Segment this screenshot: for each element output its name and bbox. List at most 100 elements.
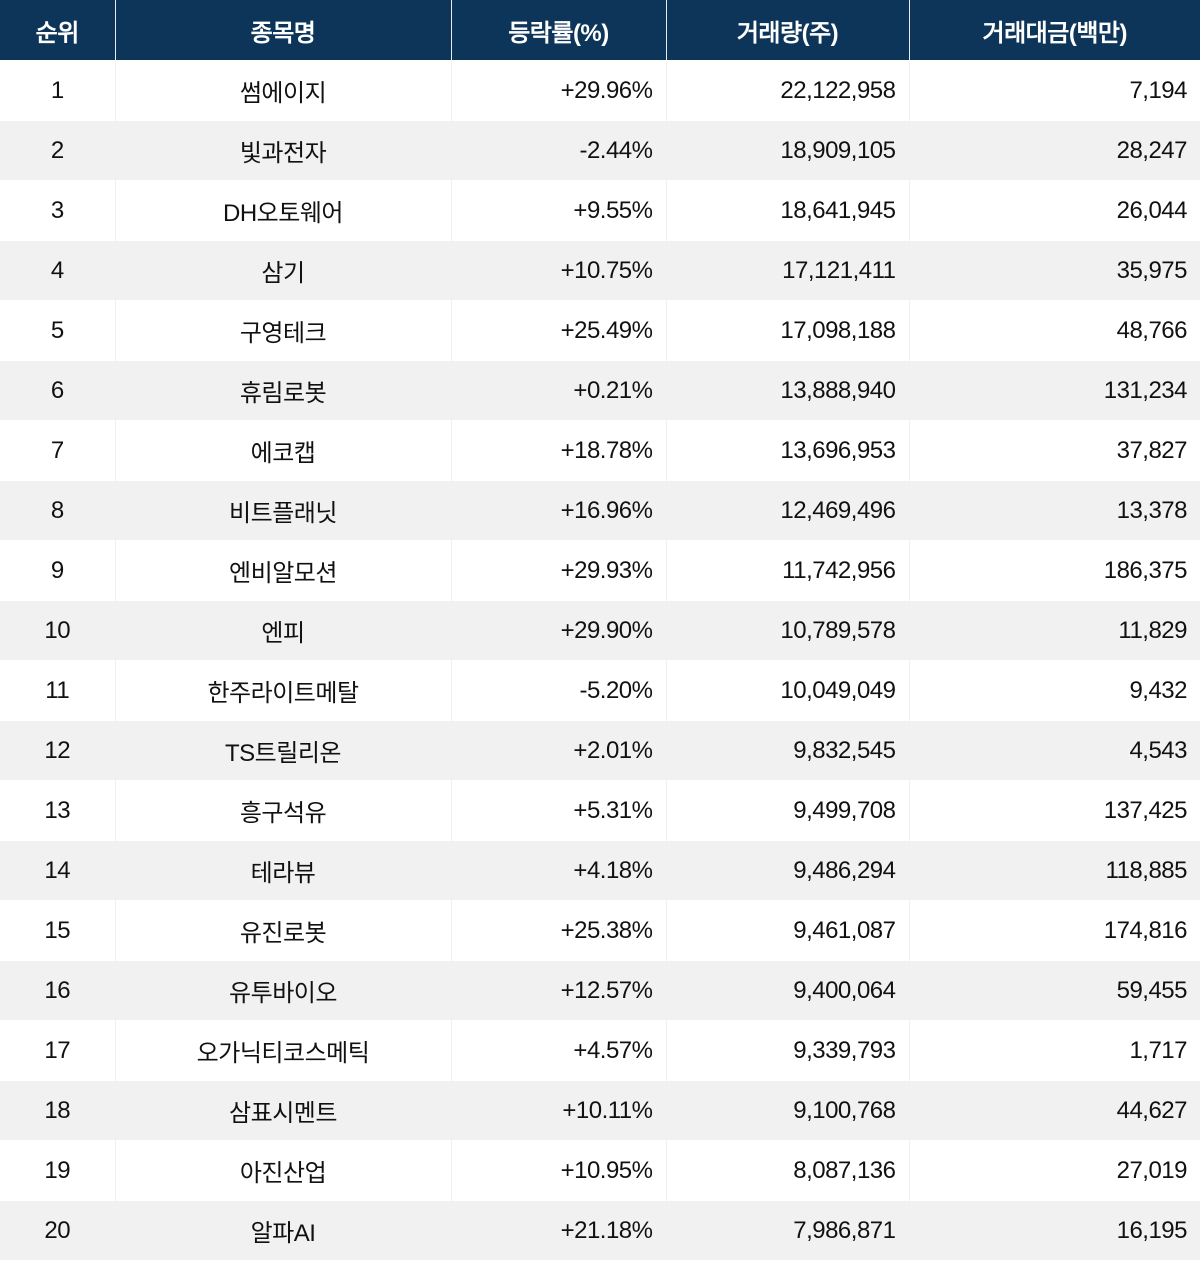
change-rate-cell: +16.96% <box>450 480 666 541</box>
rank-cell: 12 <box>0 720 115 781</box>
change-rate-cell: +5.31% <box>450 780 666 841</box>
header-change: 등락률(%) <box>450 0 666 61</box>
table-row: 10 엔피 +29.90% 10,789,578 11,829 <box>0 600 1200 661</box>
trade-amount-cell: 118,885 <box>908 840 1200 901</box>
stock-name-cell: 한주라이트메탈 <box>114 660 451 721</box>
change-rate-cell: +4.18% <box>450 840 666 901</box>
table-row: 1 썸에이지 +29.96% 22,122,958 7,194 <box>0 60 1200 121</box>
volume-cell: 7,986,871 <box>665 1200 909 1260</box>
rank-cell: 3 <box>0 180 115 241</box>
stock-name-cell: DH오토웨어 <box>114 180 451 241</box>
change-rate-cell: +21.18% <box>450 1200 666 1260</box>
stock-name-cell: 삼표시멘트 <box>114 1080 451 1141</box>
volume-cell: 17,121,411 <box>665 240 909 301</box>
stock-name-cell: 엔피 <box>114 600 451 661</box>
rank-cell: 7 <box>0 420 115 481</box>
volume-cell: 11,742,956 <box>665 540 909 601</box>
trade-amount-cell: 37,827 <box>908 420 1200 481</box>
stock-name-cell: 비트플래닛 <box>114 480 451 541</box>
volume-cell: 13,888,940 <box>665 360 909 421</box>
stock-name-cell: 엔비알모션 <box>114 540 451 601</box>
trade-amount-cell: 11,829 <box>908 600 1200 661</box>
rank-cell: 13 <box>0 780 115 841</box>
change-rate-cell: +12.57% <box>450 960 666 1021</box>
rank-cell: 8 <box>0 480 115 541</box>
stock-name-cell: TS트릴리온 <box>114 720 451 781</box>
trade-amount-cell: 28,247 <box>908 120 1200 181</box>
table-row: 14 테라뷰 +4.18% 9,486,294 118,885 <box>0 840 1200 901</box>
rank-cell: 4 <box>0 240 115 301</box>
rank-cell: 18 <box>0 1080 115 1141</box>
volume-cell: 10,049,049 <box>665 660 909 721</box>
trade-amount-cell: 27,019 <box>908 1140 1200 1201</box>
trade-amount-cell: 16,195 <box>908 1200 1200 1260</box>
stock-name-cell: 오가닉티코스메틱 <box>114 1020 451 1081</box>
table-body: 1 썸에이지 +29.96% 22,122,958 7,194 2 빛과전자 -2.44% 18… <box>0 60 1200 1260</box>
trade-amount-cell: 174,816 <box>908 900 1200 961</box>
table-row: 8 비트플래닛 +16.96% 12,469,496 13,378 <box>0 480 1200 541</box>
rank-cell: 11 <box>0 660 115 721</box>
rank-cell: 20 <box>0 1200 115 1260</box>
trade-amount-cell: 9,432 <box>908 660 1200 721</box>
table-row: 12 TS트릴리온 +2.01% 9,832,545 4,543 <box>0 720 1200 781</box>
change-rate-cell: +2.01% <box>450 720 666 781</box>
table-row: 6 휴림로봇 +0.21% 13,888,940 131,234 <box>0 360 1200 421</box>
volume-cell: 13,696,953 <box>665 420 909 481</box>
change-rate-cell: +10.11% <box>450 1080 666 1141</box>
trade-amount-cell: 137,425 <box>908 780 1200 841</box>
rank-cell: 15 <box>0 900 115 961</box>
trade-amount-cell: 26,044 <box>908 180 1200 241</box>
volume-cell: 9,486,294 <box>665 840 909 901</box>
rank-cell: 1 <box>0 60 115 121</box>
stock-name-cell: 아진산업 <box>114 1140 451 1201</box>
stock-name-cell: 구영테크 <box>114 300 451 361</box>
table-row: 7 에코캡 +18.78% 13,696,953 37,827 <box>0 420 1200 481</box>
header-row: 순위 종목명 등락률(%) 거래량(주) 거래대금(백만) <box>0 0 1200 61</box>
rank-cell: 9 <box>0 540 115 601</box>
change-rate-cell: +0.21% <box>450 360 666 421</box>
change-rate-cell: +10.75% <box>450 240 666 301</box>
change-rate-cell: +18.78% <box>450 420 666 481</box>
rank-cell: 14 <box>0 840 115 901</box>
rank-cell: 19 <box>0 1140 115 1201</box>
stock-name-cell: 흥구석유 <box>114 780 451 841</box>
rank-cell: 6 <box>0 360 115 421</box>
trade-amount-cell: 59,455 <box>908 960 1200 1021</box>
rank-cell: 17 <box>0 1020 115 1081</box>
stock-name-cell: 테라뷰 <box>114 840 451 901</box>
change-rate-cell: +25.38% <box>450 900 666 961</box>
change-rate-cell: +25.49% <box>450 300 666 361</box>
volume-cell: 8,087,136 <box>665 1140 909 1201</box>
table-row: 11 한주라이트메탈 -5.20% 10,049,049 9,432 <box>0 660 1200 721</box>
volume-cell: 18,641,945 <box>665 180 909 241</box>
header-amount: 거래대금(백만) <box>908 0 1200 61</box>
trade-amount-cell: 7,194 <box>908 60 1200 121</box>
trade-amount-cell: 4,543 <box>908 720 1200 781</box>
stock-name-cell: 썸에이지 <box>114 60 451 121</box>
volume-cell: 22,122,958 <box>665 60 909 121</box>
table-row: 3 DH오토웨어 +9.55% 18,641,945 26,044 <box>0 180 1200 241</box>
change-rate-cell: -5.20% <box>450 660 666 721</box>
volume-cell: 17,098,188 <box>665 300 909 361</box>
change-rate-cell: +9.55% <box>450 180 666 241</box>
change-rate-cell: +4.57% <box>450 1020 666 1081</box>
trade-amount-cell: 13,378 <box>908 480 1200 541</box>
trade-amount-cell: 1,717 <box>908 1020 1200 1081</box>
volume-cell: 9,400,064 <box>665 960 909 1021</box>
stock-name-cell: 유투바이오 <box>114 960 451 1021</box>
volume-cell: 9,339,793 <box>665 1020 909 1081</box>
volume-cell: 9,461,087 <box>665 900 909 961</box>
stock-name-cell: 알파AI <box>114 1200 451 1260</box>
stock-name-cell: 빛과전자 <box>114 120 451 181</box>
volume-cell: 9,100,768 <box>665 1080 909 1141</box>
trade-amount-cell: 44,627 <box>908 1080 1200 1141</box>
table-row: 4 삼기 +10.75% 17,121,411 35,975 <box>0 240 1200 301</box>
table-row: 20 알파AI +21.18% 7,986,871 16,195 <box>0 1200 1200 1260</box>
volume-cell: 9,832,545 <box>665 720 909 781</box>
table-row: 5 구영테크 +25.49% 17,098,188 48,766 <box>0 300 1200 361</box>
rank-cell: 5 <box>0 300 115 361</box>
header-name: 종목명 <box>114 0 451 61</box>
rank-cell: 16 <box>0 960 115 1021</box>
header-rank: 순위 <box>0 0 115 61</box>
change-rate-cell: +29.90% <box>450 600 666 661</box>
